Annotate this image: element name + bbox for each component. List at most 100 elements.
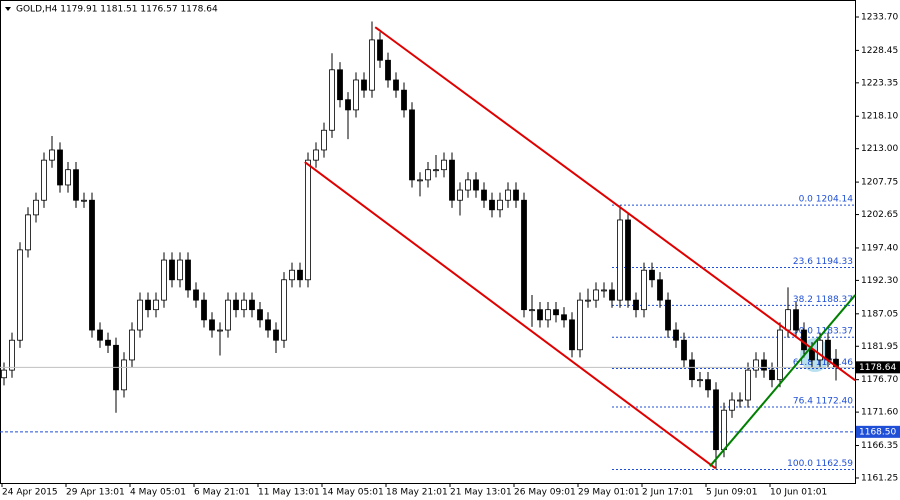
candle-body [281, 279, 287, 341]
y-tick-label: 1228.45 [861, 46, 898, 56]
candle-body [473, 179, 479, 191]
trendline [709, 294, 856, 467]
candle-body [769, 369, 775, 381]
y-tick-label: 1166.35 [861, 441, 898, 451]
candle-body [1, 369, 7, 379]
candle-body [721, 409, 727, 451]
y-tick-label: 1223.35 [861, 78, 898, 88]
candle-body [417, 179, 423, 182]
candle-body [73, 169, 79, 201]
candle-body [137, 299, 143, 331]
candle-body [25, 214, 31, 251]
fib-label: 23.6 1194.33 [793, 257, 853, 267]
candle-body [649, 269, 655, 281]
y-tick-label: 1218.10 [861, 112, 898, 122]
candle-body [145, 299, 151, 311]
candle-body [305, 159, 311, 281]
level-line-label: 1168.50 [859, 427, 896, 437]
x-tick-label: 21 May 13:01 [450, 488, 512, 498]
candle-body [489, 199, 495, 211]
candle-body [329, 69, 335, 131]
candle-body [257, 309, 263, 321]
candle-body [81, 199, 87, 202]
candle-body [785, 309, 791, 331]
fib-label: 0.0 1204.14 [799, 195, 854, 205]
candle-body [673, 329, 679, 341]
candle-body [33, 199, 39, 216]
candle-body [369, 39, 375, 91]
candle-body [481, 189, 487, 201]
candle-body [697, 379, 703, 382]
candle-body [657, 279, 663, 301]
x-tick-label: 4 May 05:01 [130, 488, 186, 498]
level-line-box [856, 425, 900, 438]
y-tick-label: 1176.70 [861, 375, 898, 385]
x-tick-label: 10 Jun 01:01 [770, 488, 827, 498]
price-line-label: 1178.64 [859, 363, 896, 373]
candle-body [345, 99, 351, 111]
candle-body [497, 199, 503, 211]
candle-body [585, 299, 591, 302]
y-tick-label: 1233.70 [861, 12, 898, 22]
candle-body [385, 59, 391, 81]
candle-body [17, 249, 23, 341]
candle-body [617, 219, 623, 301]
candle-body [449, 159, 455, 201]
price-line-box [856, 361, 900, 374]
candle-body [361, 79, 367, 91]
candle-body [289, 269, 295, 281]
candle-body [249, 299, 255, 311]
candle-body [153, 299, 159, 311]
candle-body [665, 299, 671, 331]
candle-body [545, 309, 551, 321]
candle-body [209, 319, 215, 331]
candle-body [601, 289, 607, 292]
candle-body [705, 379, 711, 391]
candle-body [225, 299, 231, 331]
candle-body [633, 299, 639, 311]
candle-body [761, 359, 767, 371]
candle-body [9, 339, 15, 371]
x-tick-label: 6 May 21:01 [194, 488, 250, 498]
y-tick-label: 1197.40 [861, 243, 898, 253]
trendline [374, 26, 856, 382]
y-tick-label: 1187.05 [861, 309, 898, 319]
candle-body [185, 259, 191, 291]
y-tick-label: 1213.00 [861, 144, 898, 154]
candle-body [457, 189, 463, 201]
menu-arrow[interactable] [5, 7, 11, 11]
x-tick-label: 29 May 01:01 [578, 488, 640, 498]
chart-title: GOLD,H4 1179.91 1181.51 1176.57 1178.64 [16, 5, 218, 15]
candle-body [793, 309, 799, 331]
candle-body [777, 329, 783, 381]
candle-body [441, 159, 447, 171]
trendline [304, 161, 716, 469]
y-tick-label: 1171.60 [861, 408, 898, 418]
candle-body [265, 319, 271, 331]
candle-body [729, 399, 735, 411]
candle-body [609, 289, 615, 301]
candle-body [625, 219, 631, 301]
candle-body [201, 299, 207, 321]
x-tick-label: 29 Apr 13:01 [66, 488, 125, 498]
candle-body [641, 269, 647, 311]
candle-body [321, 129, 327, 151]
fib-label: 76.4 1172.40 [793, 397, 853, 407]
y-tick-label: 1161.25 [861, 473, 898, 483]
fib-label: 61.8 1178.46 [793, 358, 853, 368]
x-tick-label: 11 May 13:01 [258, 488, 320, 498]
x-tick-label: 26 May 09:01 [514, 488, 576, 498]
candle-body [121, 359, 127, 391]
y-tick-label: 1207.75 [861, 178, 898, 188]
x-tick-label: 18 May 21:01 [386, 488, 448, 498]
candle-body [681, 339, 687, 361]
candle-body [409, 109, 415, 181]
fib-label: 38.2 1188.37 [793, 295, 853, 305]
candle-body [105, 339, 111, 346]
x-tick-label: 5 Jun 09:01 [706, 488, 757, 498]
candle-body [161, 259, 167, 301]
candle-body [465, 179, 471, 191]
candle-body [65, 169, 71, 186]
